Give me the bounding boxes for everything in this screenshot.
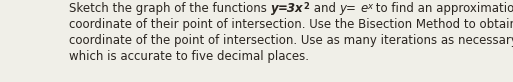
Text: which is accurate to five decimal places.: which is accurate to five decimal places…	[69, 50, 309, 63]
Text: y: y	[340, 2, 346, 15]
Text: and: and	[310, 2, 340, 15]
Text: coordinate of their point of intersection. Use the Bisection Method to obtain an: coordinate of their point of intersectio…	[69, 18, 513, 31]
Text: =: =	[346, 2, 360, 15]
Text: 2: 2	[304, 2, 310, 11]
Text: e: e	[360, 2, 367, 15]
Text: to find an approximation: to find an approximation	[372, 2, 513, 15]
Text: x: x	[367, 2, 372, 11]
Text: =3x: =3x	[278, 2, 304, 15]
Text: y: y	[270, 2, 278, 15]
Text: coordinate of the point of intersection. Use as many iterations as necessary to : coordinate of the point of intersection.…	[69, 34, 513, 47]
Text: Sketch the graph of the functions: Sketch the graph of the functions	[69, 2, 270, 15]
